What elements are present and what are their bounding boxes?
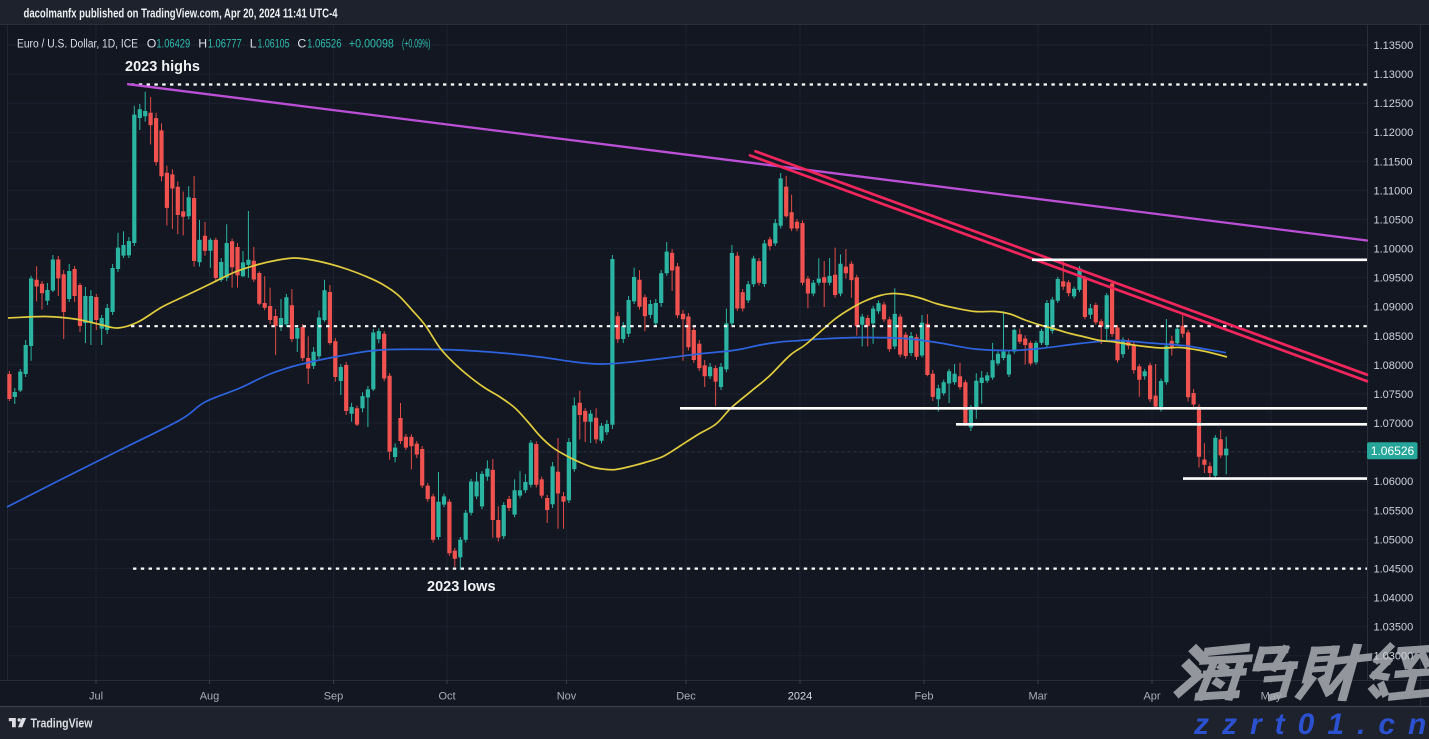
svg-text:2023 lows: 2023 lows [427,579,496,595]
svg-text:2024: 2024 [788,691,812,703]
svg-text:Aug: Aug [200,691,220,703]
svg-text:Sep: Sep [324,691,344,703]
svg-text:May: May [1261,691,1282,703]
svg-text:1.11500: 1.11500 [1374,156,1413,168]
svg-text:Mar: Mar [1029,691,1048,703]
svg-text:1.13000: 1.13000 [1374,69,1414,81]
svg-text:dacolmanfx published on Tradin: dacolmanfx published on TradingView.com,… [24,7,338,21]
svg-text:1.07000: 1.07000 [1374,418,1414,430]
svg-text:1.06429: 1.06429 [156,37,190,51]
svg-text:1.08500: 1.08500 [1374,331,1414,343]
svg-text:1.04000: 1.04000 [1374,593,1414,605]
svg-text:1.07500: 1.07500 [1374,389,1414,401]
svg-text:1.10000: 1.10000 [1374,244,1414,256]
svg-text:Nov: Nov [557,691,577,703]
svg-text:1.03500: 1.03500 [1374,622,1414,634]
svg-text:2023 highs: 2023 highs [125,59,200,75]
svg-text:1.13500: 1.13500 [1374,40,1414,52]
svg-text:1.06777: 1.06777 [208,37,242,51]
svg-text:+0.00098: +0.00098 [349,37,394,51]
svg-text:TradingView: TradingView [31,716,94,731]
svg-text:1.04500: 1.04500 [1374,563,1414,575]
svg-text:Jul: Jul [89,691,103,703]
svg-text:1.06526: 1.06526 [1371,444,1415,458]
svg-text:1.06526: 1.06526 [307,37,342,51]
svg-text:C: C [297,37,306,51]
svg-text:1.06000: 1.06000 [1374,476,1414,488]
svg-text:O: O [147,37,157,51]
svg-text:1.11000: 1.11000 [1374,185,1413,197]
svg-text:Feb: Feb [915,691,934,703]
svg-text:1.09500: 1.09500 [1374,273,1414,285]
svg-text:Euro / U.S. Dollar, 1D, ICE: Euro / U.S. Dollar, 1D, ICE [17,37,138,51]
svg-text:1.03000: 1.03000 [1374,651,1414,663]
svg-text:zzrt01.cn: zzrt01.cn [1193,708,1429,739]
svg-text:1.12000: 1.12000 [1374,127,1414,139]
svg-text:1.09000: 1.09000 [1374,302,1414,314]
svg-text:Dec: Dec [676,691,696,703]
svg-text:1.08000: 1.08000 [1374,360,1414,372]
svg-text:H: H [198,37,207,51]
svg-text:Oct: Oct [438,691,455,703]
svg-text:1.10500: 1.10500 [1374,215,1414,227]
svg-text:Apr: Apr [1143,691,1160,703]
svg-text:1.06105: 1.06105 [258,37,290,51]
svg-text:1.12500: 1.12500 [1374,98,1414,110]
svg-text:(+0.09%): (+0.09%) [402,37,431,51]
svg-text:1.05000: 1.05000 [1374,534,1414,546]
svg-text:L: L [250,37,257,51]
svg-text:1.05500: 1.05500 [1374,505,1414,517]
